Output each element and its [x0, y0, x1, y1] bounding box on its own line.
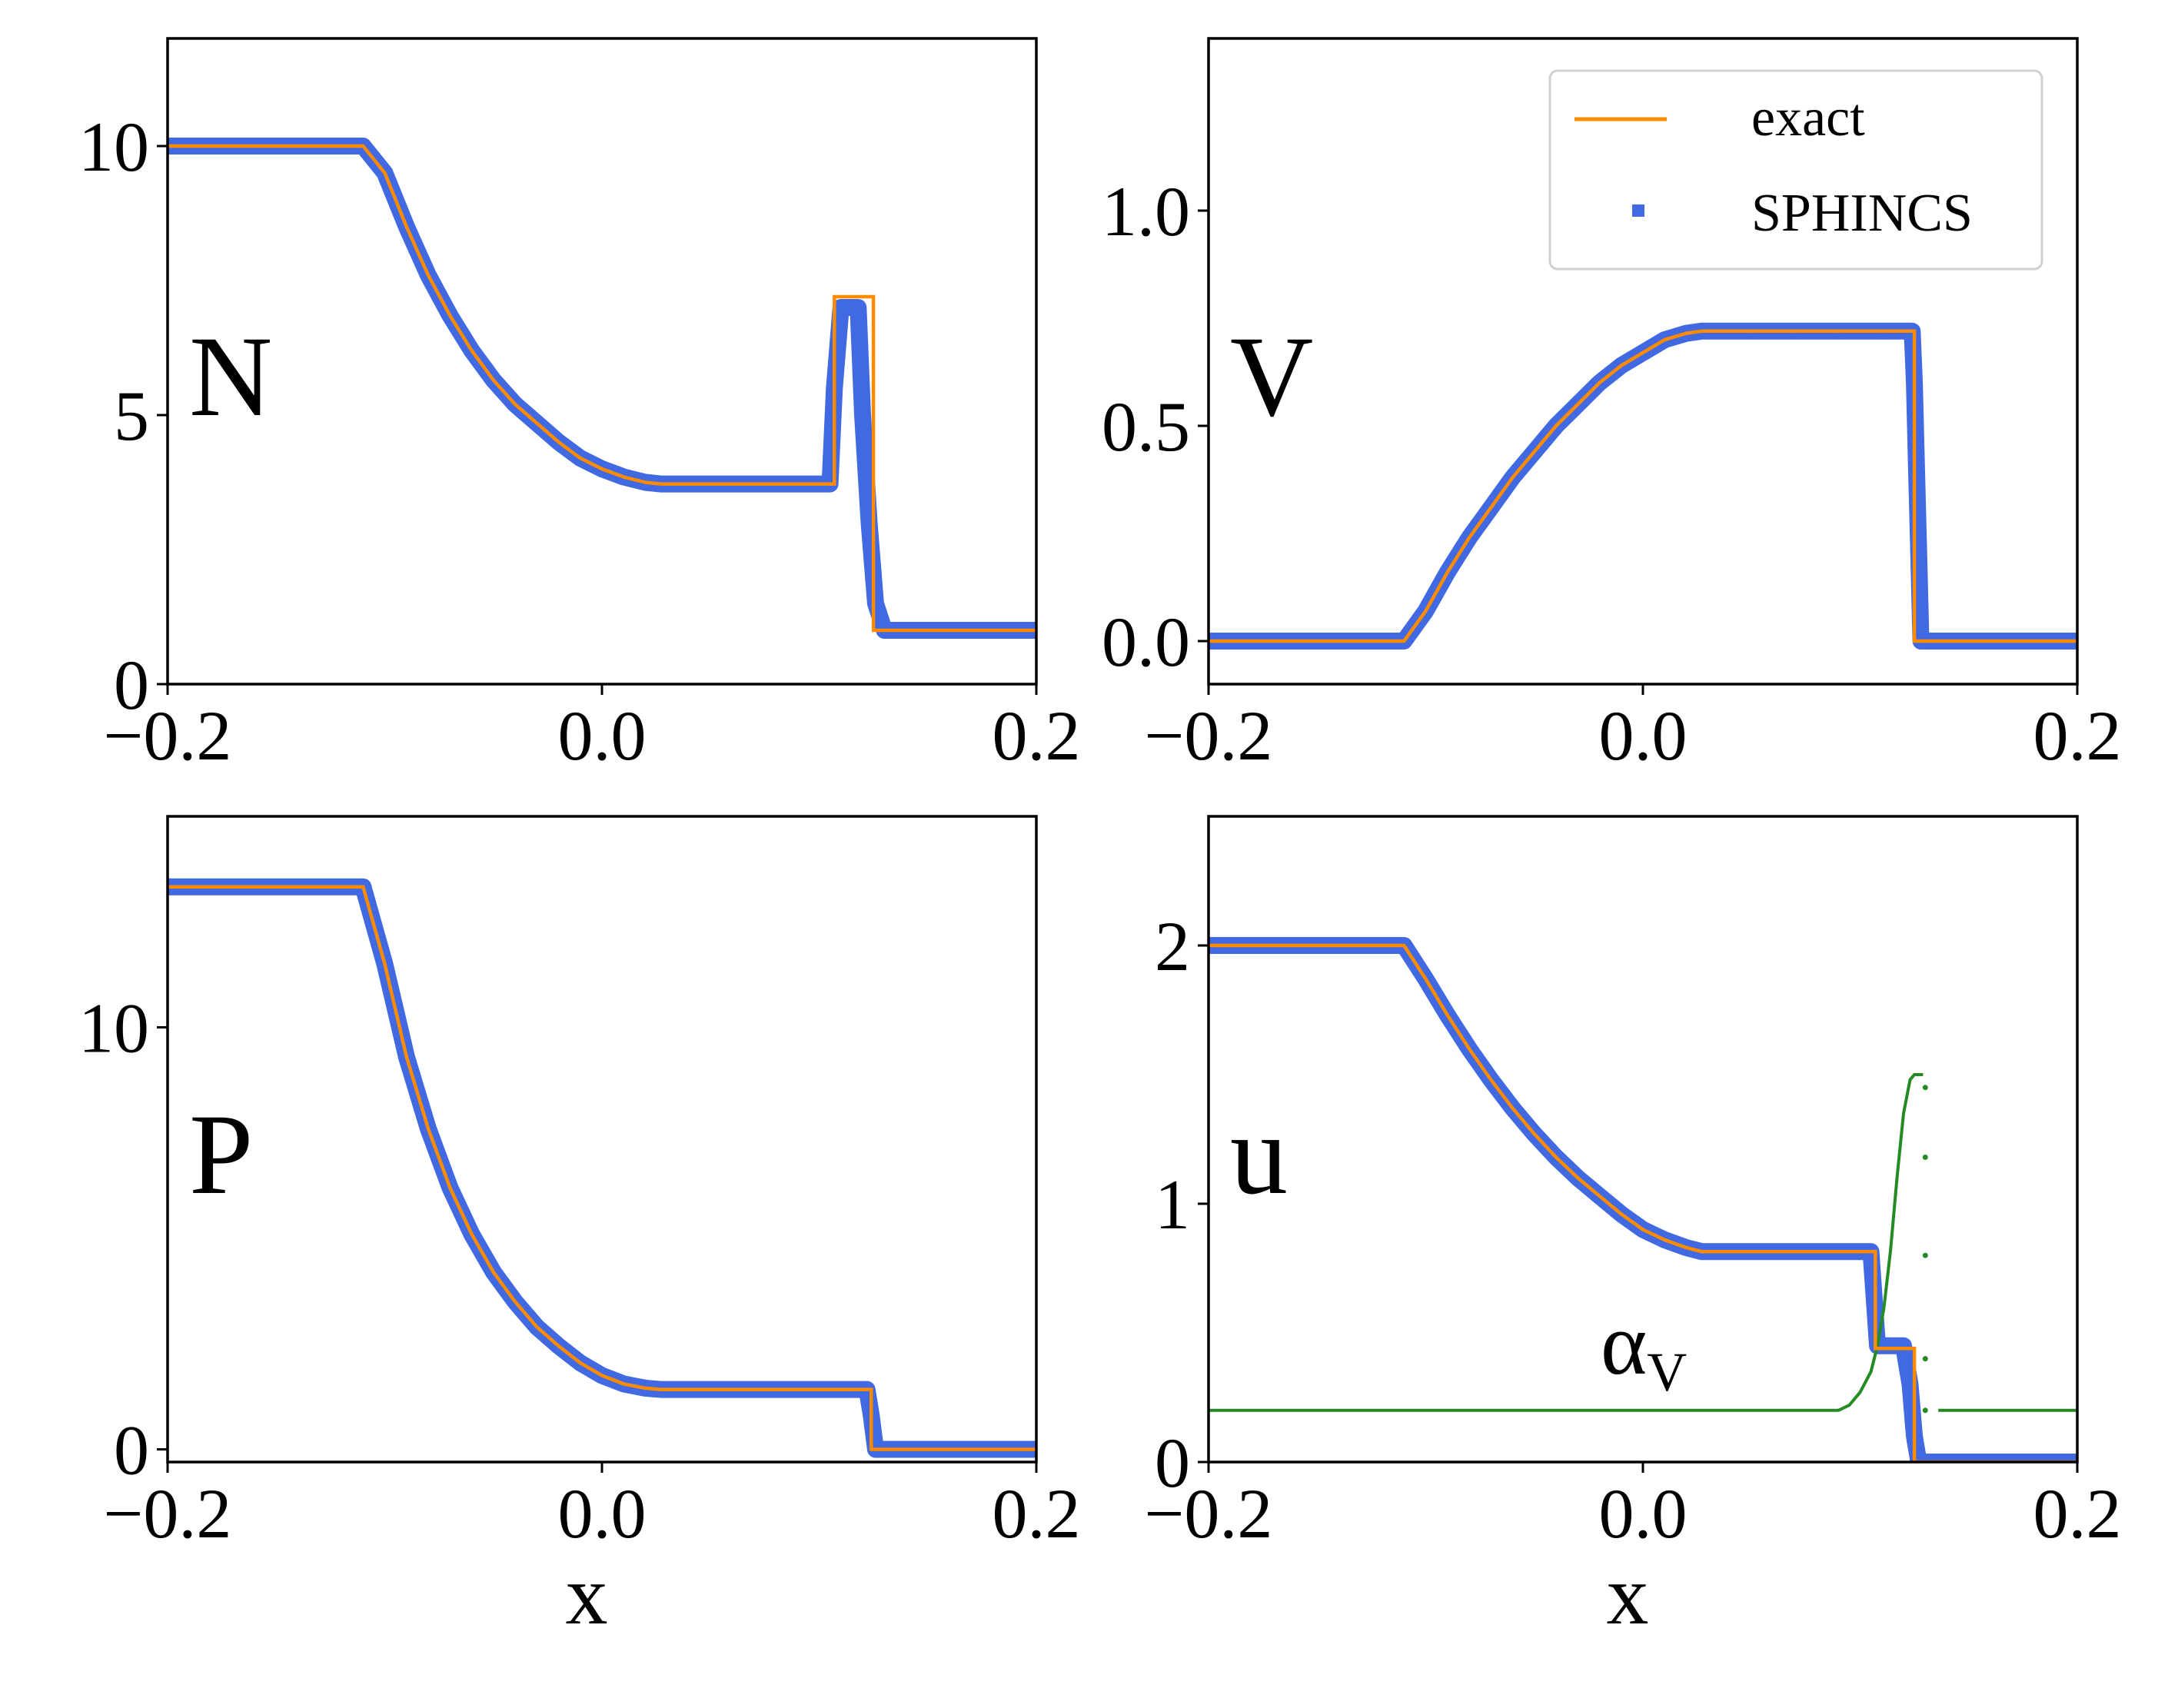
x-tick-label: 0.2 [993, 696, 1081, 775]
legend-exact-label: exact [1751, 88, 1865, 148]
sphincs-point [1913, 1457, 1924, 1462]
x-tick-label: 0.0 [1599, 1474, 1688, 1553]
plot-area [1209, 322, 2077, 650]
exact-line [168, 144, 1036, 633]
x-tick-label: 0.2 [2033, 696, 2122, 775]
exact-line [168, 885, 1036, 1451]
x-axis-label: x [1607, 1548, 1649, 1642]
y-tick-label: 0.0 [1102, 603, 1190, 681]
x-tick-label: −0.2 [1145, 696, 1273, 775]
y-tick-label: 0.5 [1102, 387, 1190, 466]
x-tick-label: −0.2 [104, 1474, 232, 1553]
exact-line [1209, 329, 2077, 643]
panel-u: −0.2 0.0 0.2 0 1 2 u x αV [1145, 815, 2122, 1642]
plot-area [168, 878, 1036, 1458]
legend-box [1548, 69, 2043, 271]
alpha-v-line [1209, 1073, 1924, 1412]
panel-label-n: N [189, 313, 272, 440]
plot-area [168, 138, 1036, 639]
alpha-v-annotation: αV [1601, 1295, 1687, 1403]
alpha-v-point [1922, 1407, 1928, 1414]
x-tick-label: −0.2 [104, 696, 232, 775]
panel-p: −0.2 0.0 0.2 0 10 Px [78, 815, 1081, 1642]
alpha-v-point [1922, 1085, 1928, 1091]
exact-line [1209, 943, 2077, 1462]
y-tick-label: 1 [1155, 1165, 1190, 1244]
sphincs-point [853, 302, 864, 313]
alpha-subscript: V [1647, 1341, 1687, 1403]
y-tick-label: 0 [114, 646, 149, 724]
panel-label-p: P [189, 1091, 253, 1218]
legend-sphincs-label: SPHINCS [1751, 184, 1973, 243]
x-tick-label: 0.2 [993, 1474, 1081, 1553]
x-tick-label: 0.2 [2033, 1474, 2122, 1553]
panel-label-v: V [1230, 313, 1313, 440]
y-tick-label: 1.0 [1102, 172, 1190, 251]
x-tick-label: −0.2 [1145, 1474, 1273, 1553]
sphincs-point [2072, 1457, 2077, 1462]
y-tick-label: 2 [1155, 907, 1190, 985]
y-tick-label: 0 [1155, 1424, 1190, 1502]
panel-n: −0.2 0.0 0.2 0 5 10 N [78, 37, 1081, 775]
alpha-symbol: α [1601, 1295, 1647, 1393]
x-tick-label: 0.0 [558, 1474, 647, 1553]
x-axis-label: x [566, 1548, 608, 1642]
plot-area [1209, 937, 2077, 1462]
panel-label-u: u [1230, 1091, 1288, 1218]
sphincs-point [835, 302, 846, 313]
y-tick-label: 0 [114, 1411, 149, 1490]
legend: exact SPHINCS [1548, 69, 2043, 271]
alpha-v-point [1922, 1155, 1928, 1160]
sphincs-point [857, 410, 868, 420]
x-tick-label: 0.0 [1599, 696, 1688, 775]
y-tick-label: 5 [114, 377, 149, 455]
alpha-v-point [1922, 1356, 1928, 1362]
legend-sphincs-swatch [1632, 204, 1644, 217]
x-tick-label: 0.0 [558, 696, 647, 775]
y-tick-label: 10 [78, 108, 149, 186]
alpha-v-point [1922, 1252, 1928, 1258]
y-tick-label: 10 [78, 989, 149, 1068]
